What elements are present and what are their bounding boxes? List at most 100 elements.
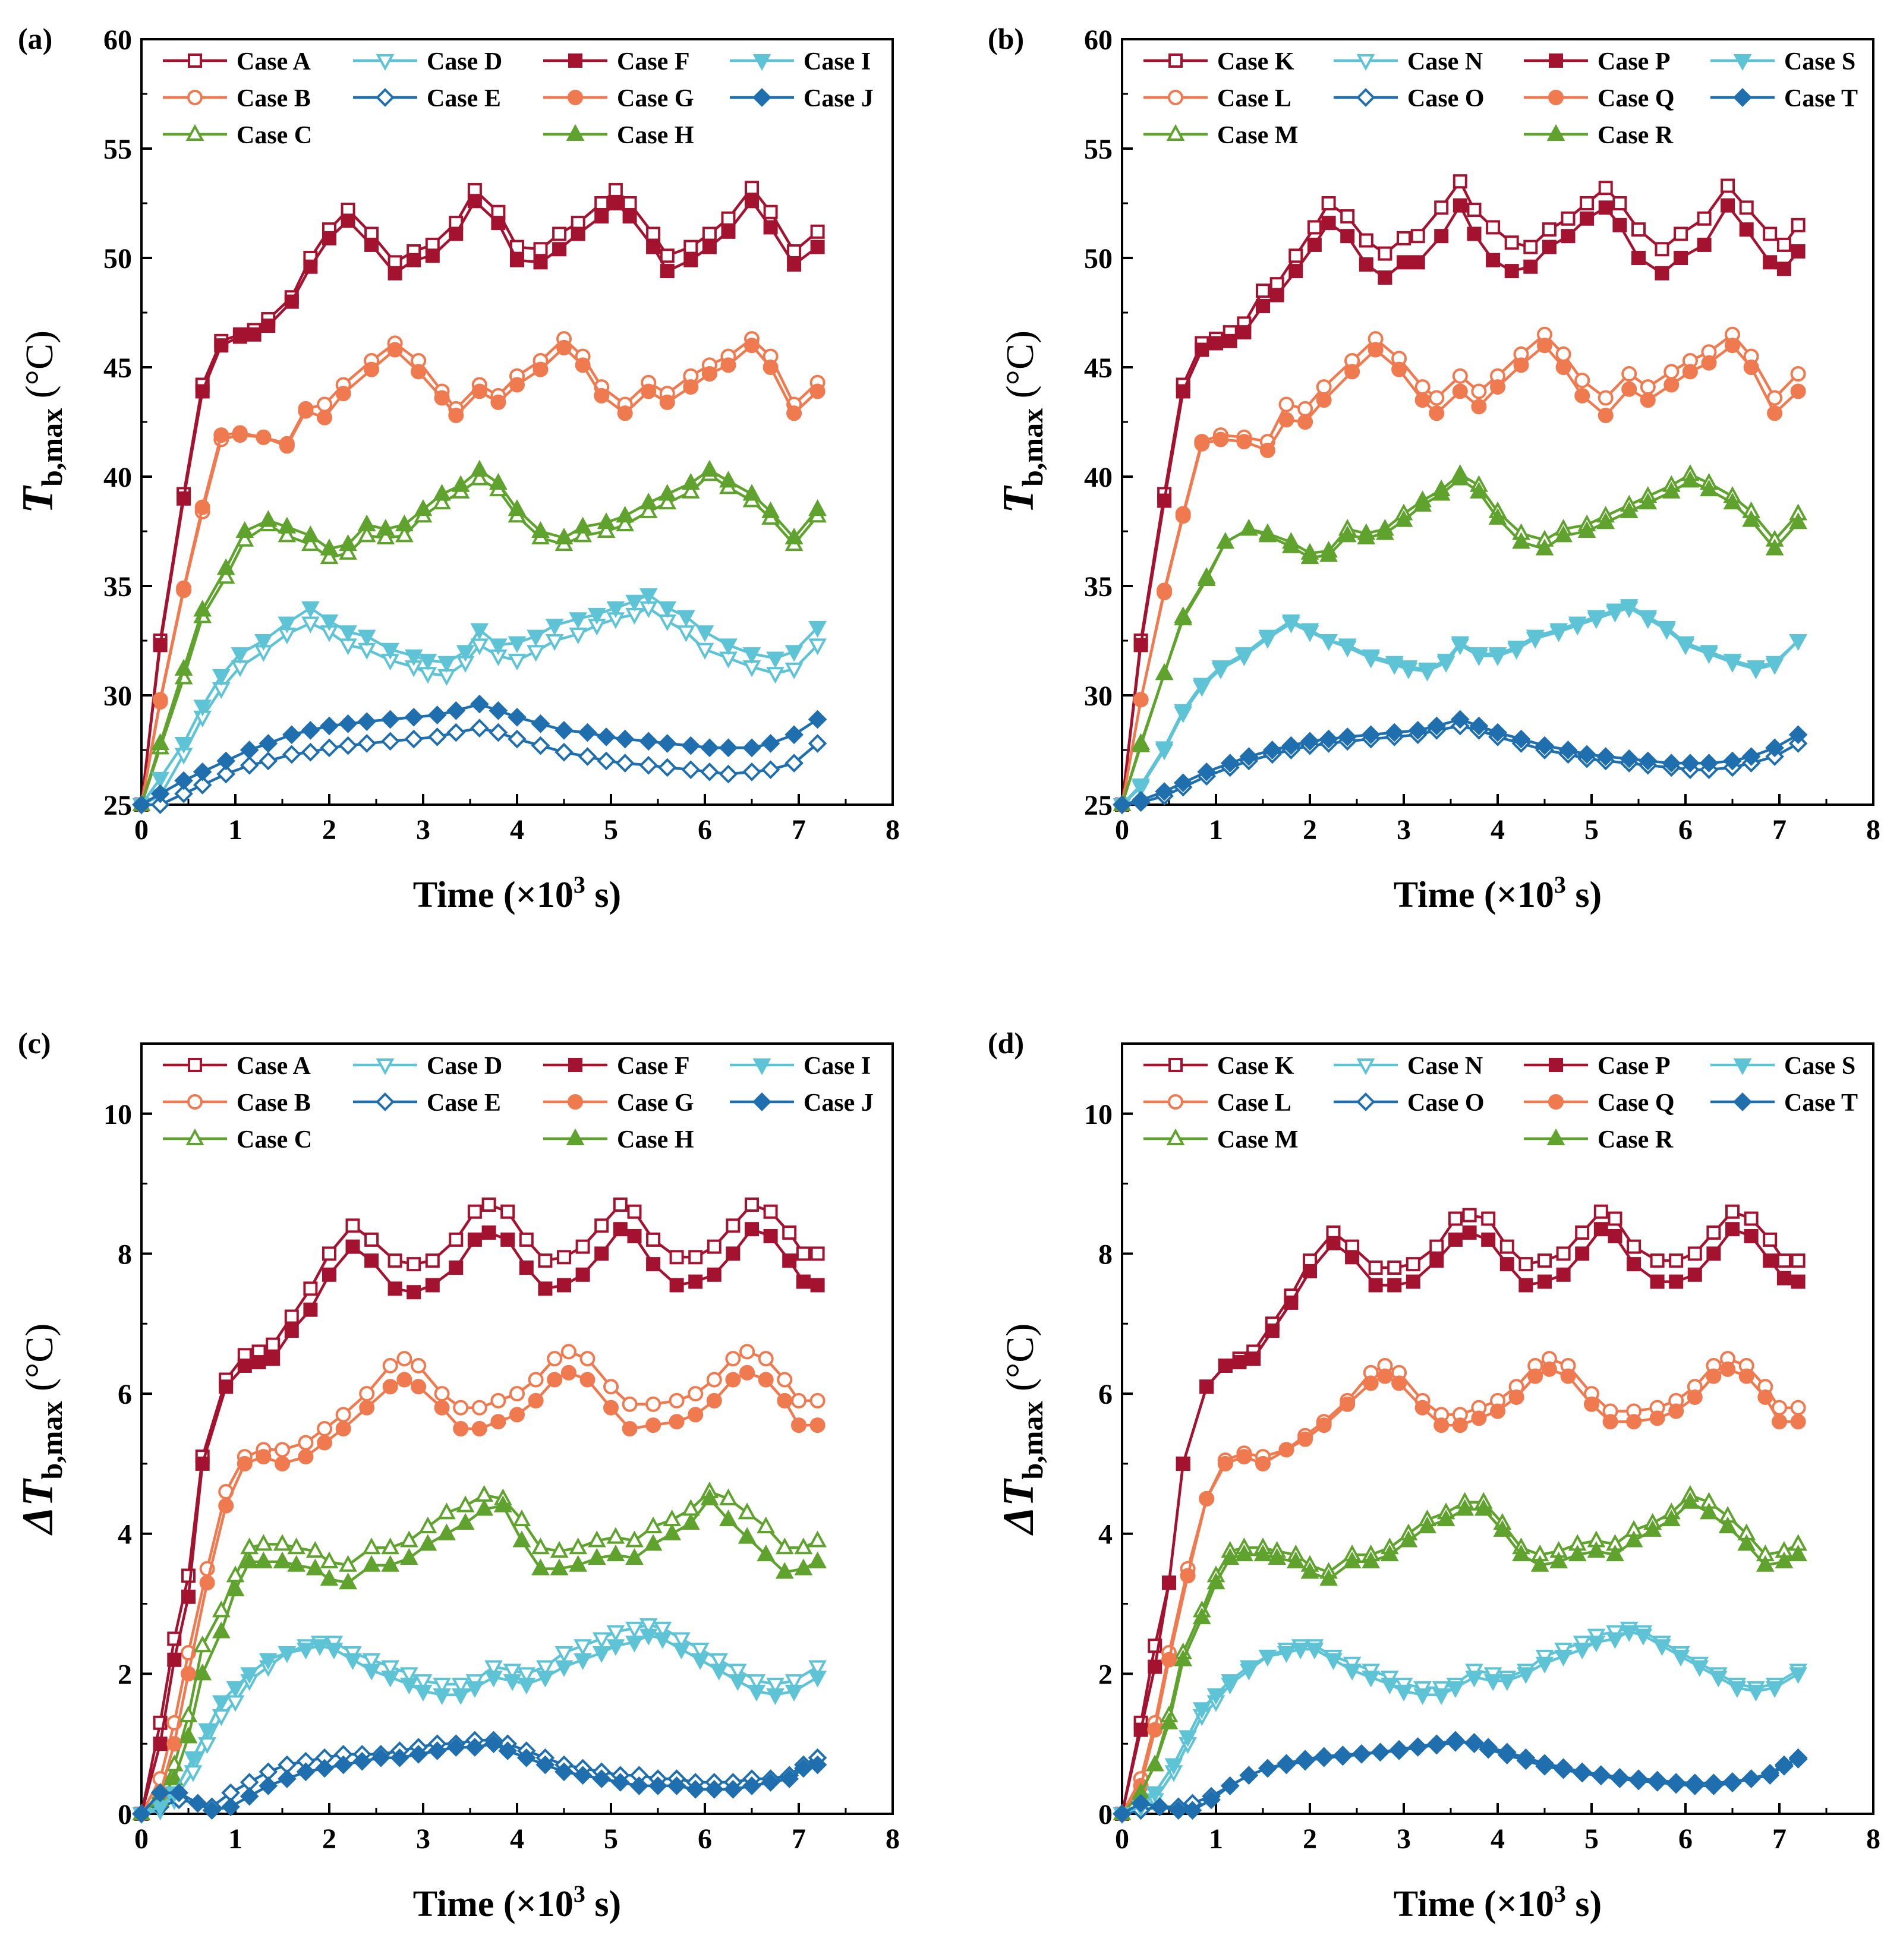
- data-point: [1235, 1544, 1253, 1562]
- data-point: [339, 543, 357, 560]
- data-point: [1486, 253, 1501, 267]
- data-point: [787, 244, 802, 259]
- series-case-i: [132, 588, 827, 815]
- legend-entry: Case E: [353, 1089, 501, 1117]
- data-point: [663, 1509, 682, 1527]
- data-point: [1291, 1643, 1310, 1660]
- data-point: [509, 1407, 525, 1423]
- data-point: [357, 629, 376, 647]
- data-point: [757, 1544, 776, 1562]
- x-tick-label: 8: [886, 1823, 900, 1855]
- data-point: [512, 1509, 531, 1527]
- data-point: [1427, 1734, 1447, 1754]
- data-point: [1587, 1541, 1606, 1558]
- data-point: [1598, 200, 1613, 215]
- data-point: [574, 1639, 592, 1656]
- data-point: [1413, 1688, 1432, 1705]
- data-point: [657, 758, 677, 777]
- data-point: [1376, 523, 1394, 540]
- data-point: [273, 1534, 292, 1551]
- x-tick-label: 7: [1772, 1823, 1787, 1855]
- data-point: [646, 240, 661, 254]
- data-point: [362, 1537, 381, 1555]
- data-point: [315, 1759, 334, 1778]
- legend-marker: [376, 54, 395, 71]
- data-point: [1452, 368, 1468, 384]
- legend-entry: Case T: [1710, 85, 1858, 112]
- data-point: [1624, 1530, 1643, 1548]
- data-point: [193, 600, 212, 617]
- legend-entry: Case K: [1143, 48, 1294, 75]
- data-point: [808, 1530, 827, 1548]
- legend-label: Case Q: [1598, 1089, 1675, 1117]
- legend-label: Case P: [1598, 48, 1670, 75]
- data-point: [132, 1804, 151, 1823]
- data-point: [1574, 373, 1590, 389]
- data-point: [324, 1643, 344, 1660]
- data-point: [747, 1674, 766, 1691]
- legend-entry: Case N: [1334, 1053, 1483, 1080]
- data-point: [380, 732, 400, 751]
- data-point: [777, 1372, 793, 1388]
- data-point: [721, 211, 736, 226]
- legend-marker: [1548, 1094, 1564, 1110]
- data-point: [723, 1779, 743, 1799]
- y-tick-label: 50: [103, 243, 132, 275]
- data-point: [1239, 1660, 1258, 1677]
- data-point: [297, 1643, 315, 1660]
- data-point: [531, 1537, 550, 1555]
- legend-entry: Case A: [163, 1053, 311, 1080]
- x-tick-label: 4: [1491, 1823, 1505, 1855]
- data-point: [1697, 237, 1712, 252]
- data-point: [1666, 1775, 1686, 1794]
- data-point: [1387, 1278, 1402, 1293]
- data-point: [784, 725, 804, 745]
- data-point: [322, 1246, 336, 1261]
- data-point: [663, 1523, 682, 1540]
- series-case-t: [1113, 1731, 1808, 1823]
- data-point: [1518, 1278, 1533, 1293]
- data-point: [547, 1351, 563, 1367]
- data-point: [275, 1442, 290, 1458]
- data-point: [1239, 519, 1258, 536]
- data-point: [1516, 1751, 1536, 1770]
- data-point: [683, 253, 698, 267]
- data-point: [726, 1218, 741, 1233]
- data-point: [639, 492, 658, 510]
- data-point: [1377, 1368, 1393, 1384]
- legend-label: Case D: [427, 48, 502, 75]
- data-point: [404, 729, 424, 749]
- data-point: [212, 1621, 231, 1638]
- x-tick-label: 8: [1866, 814, 1880, 846]
- data-point: [508, 499, 527, 516]
- data-point: [1145, 1754, 1164, 1772]
- data-point: [362, 1653, 381, 1670]
- data-point: [669, 1278, 684, 1293]
- data-point: [1690, 1660, 1709, 1677]
- data-point: [672, 1643, 691, 1660]
- data-point: [1176, 1456, 1190, 1471]
- data-point: [470, 694, 489, 714]
- data-point: [1527, 1368, 1543, 1384]
- data-point: [1239, 747, 1259, 766]
- legend-entry: Case L: [1143, 1089, 1291, 1117]
- data-point: [597, 521, 616, 538]
- legend-entry: Case R: [1524, 1126, 1674, 1154]
- data-point: [1197, 569, 1216, 586]
- data-point: [1481, 1232, 1496, 1247]
- data-point: [150, 795, 170, 814]
- data-point: [1296, 1750, 1315, 1769]
- legend-entry: Case Q: [1524, 1089, 1675, 1117]
- data-point: [739, 1344, 755, 1360]
- legend-marker: [568, 90, 583, 105]
- y-tick-label: 30: [103, 680, 132, 712]
- data-point: [1316, 379, 1332, 395]
- data-point: [1378, 246, 1392, 261]
- data-point: [1286, 1551, 1305, 1568]
- data-point: [287, 1555, 306, 1572]
- data-point: [376, 527, 395, 545]
- data-point: [500, 1204, 515, 1219]
- data-point: [509, 1386, 525, 1402]
- data-point: [603, 1400, 619, 1416]
- data-point: [500, 1232, 515, 1247]
